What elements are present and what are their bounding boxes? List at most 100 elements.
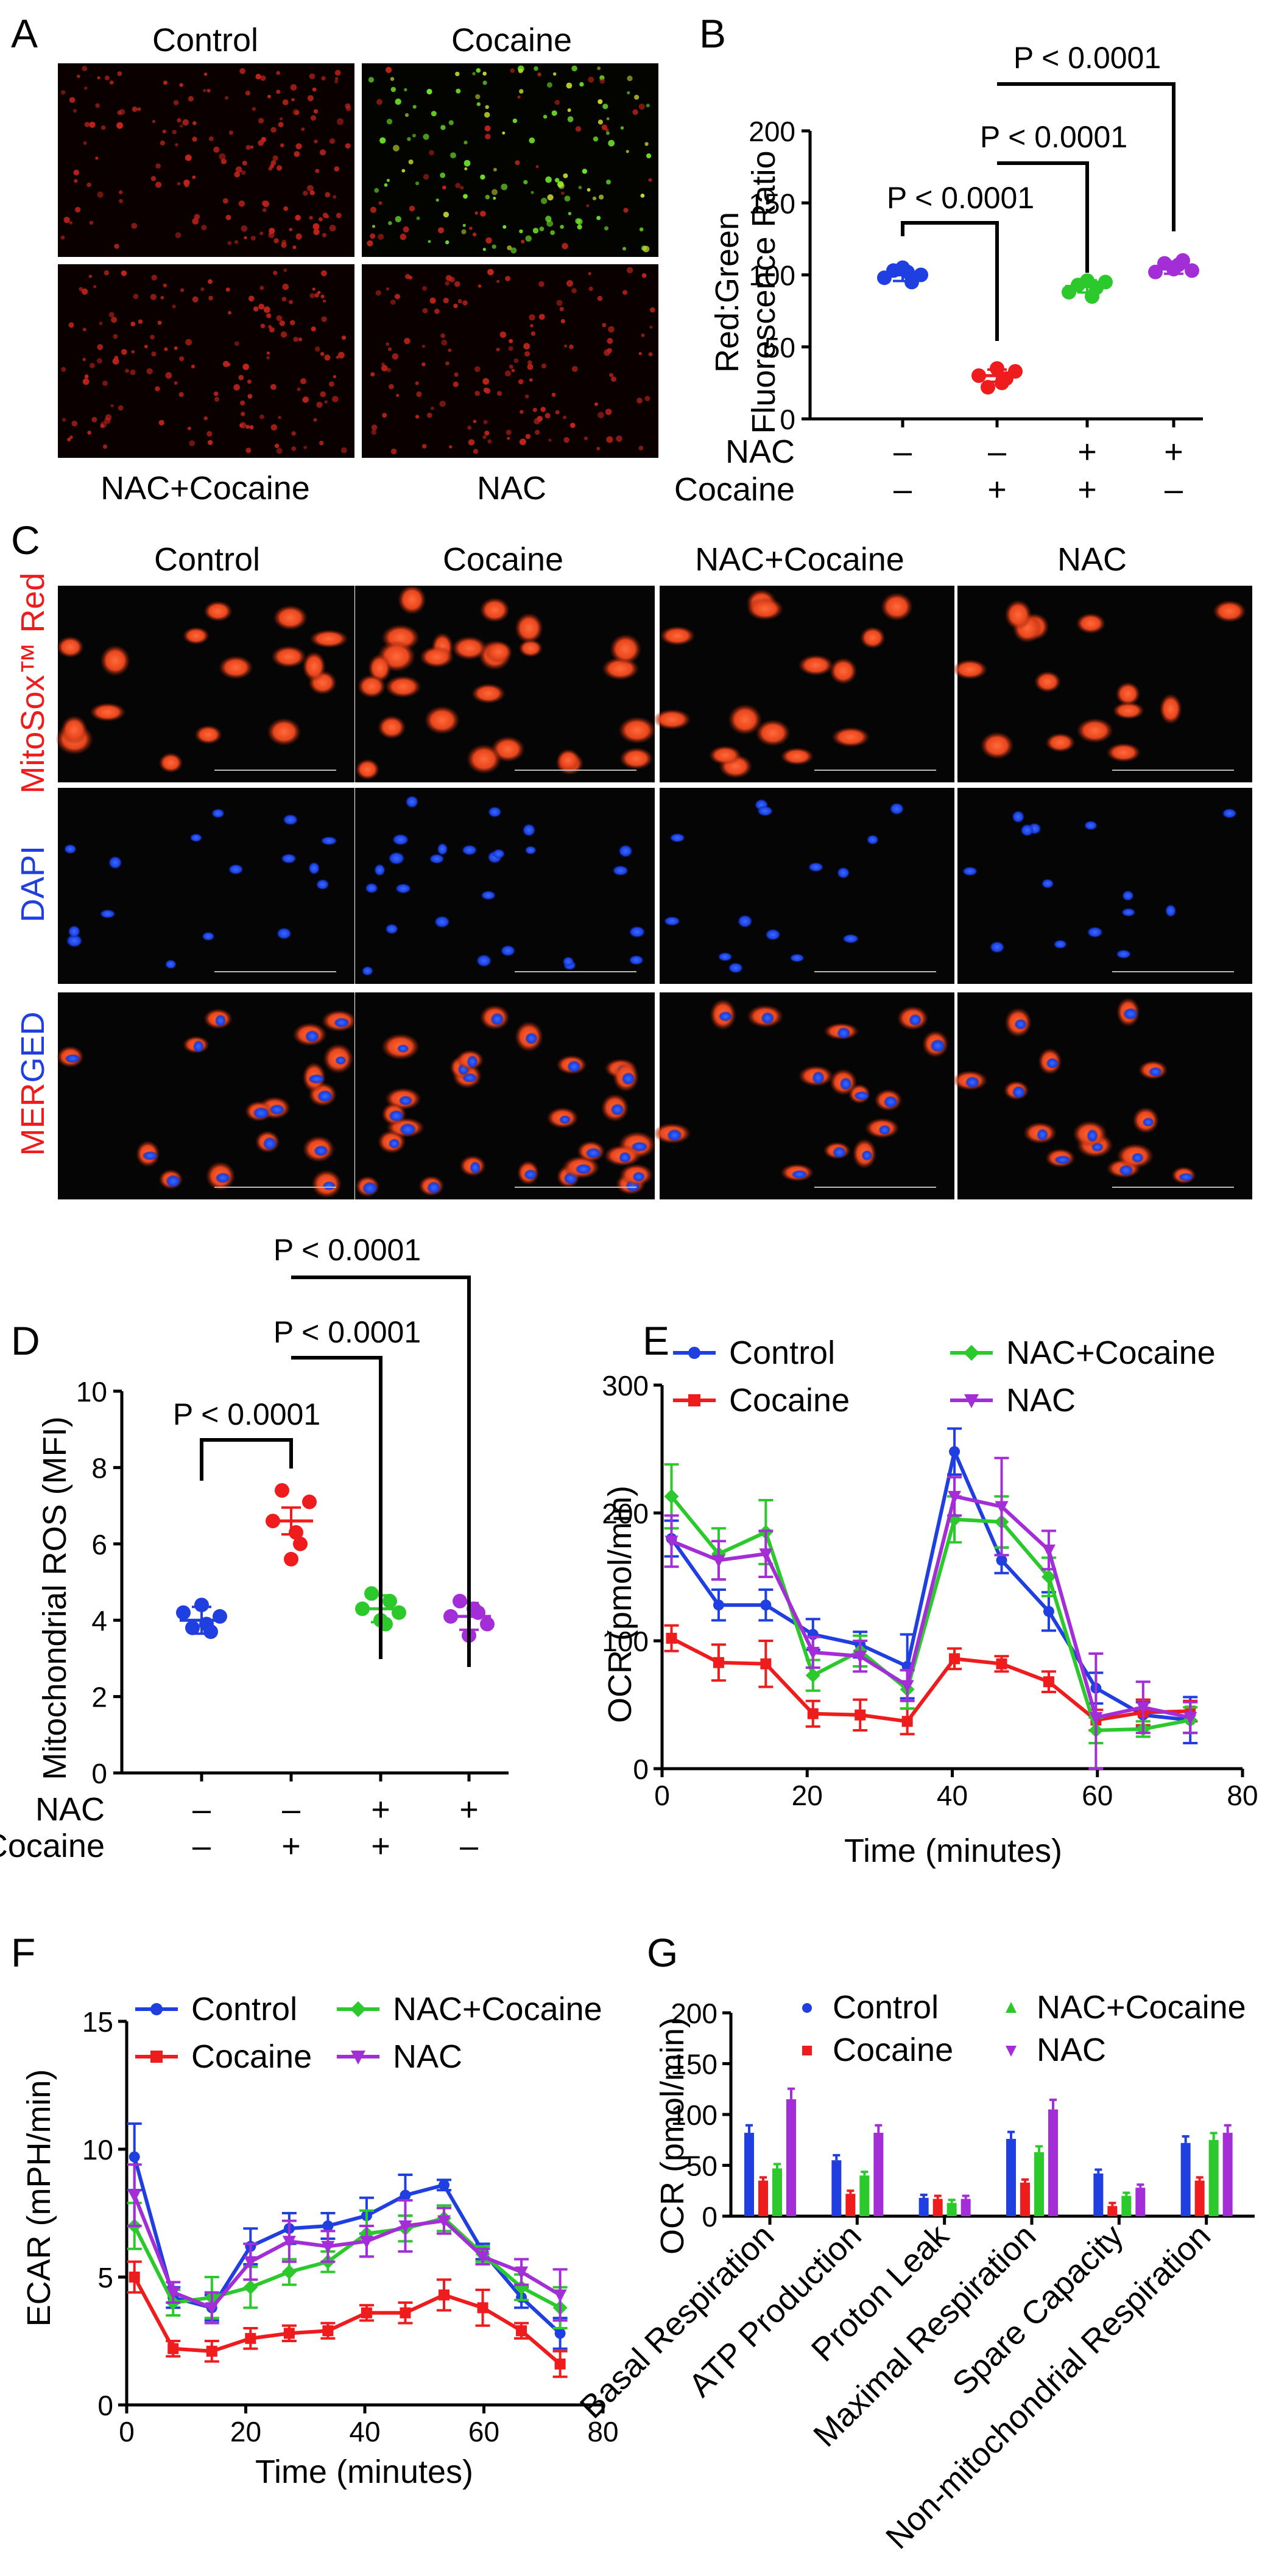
cell-dot [453,303,458,309]
cell-dot [434,309,440,314]
cell-dot [105,75,110,80]
data-point [480,1616,495,1632]
cell-dot [367,240,373,247]
cell-dot [313,418,317,422]
cell-dot [602,104,608,110]
y-tick-label: 100 [602,1626,649,1657]
cell-dot [513,358,519,363]
x-tick-label: 60 [1082,1780,1113,1811]
cell-dot [131,223,138,229]
cell-dot [250,145,254,149]
cell-dot [649,325,653,329]
y-tick-label: 200 [602,1498,649,1529]
cell-dot [564,195,571,202]
marker [1041,1570,1056,1584]
dapi-nucleus [253,1107,270,1120]
bar [946,2203,957,2216]
cell-dot [529,314,535,321]
cell-dot [292,245,297,250]
dapi-nucleus [305,1030,320,1043]
cell-dot [478,284,482,288]
dapi-nucleus [718,1011,733,1022]
cell-dot [117,71,122,76]
cell-dot [502,132,506,135]
marker [322,2220,334,2231]
cell-dot [497,391,502,396]
cell-dot [412,133,417,138]
micrograph-a-cells [60,65,655,455]
mitosox-cell [377,715,406,739]
mitosox-cell [203,600,233,622]
panel-c-col-nac: NAC [1057,541,1127,578]
nac-sign: + [459,1791,479,1828]
cell-dot [596,446,601,451]
cell-dot [302,396,309,403]
cell-dot [507,245,512,251]
cell-dot [455,71,460,77]
marker [853,1651,867,1664]
cell-dot [90,363,95,368]
cell-dot [179,356,185,362]
dapi-nucleus [1053,939,1068,949]
cell-dot [208,295,213,301]
cell-dot [532,407,537,412]
cell-dot [188,96,194,102]
cell-dot [607,338,613,344]
panel-e-ylabel: OCR (pmol/min) [602,1486,638,1723]
panel-a-label-control: Control [152,22,258,58]
cell-dot [185,339,192,346]
cell-dot [313,228,320,236]
cell-dot [492,244,496,249]
cell-dot [87,430,91,435]
cell-dot [239,68,245,74]
marker [283,2328,295,2339]
mitosox-cell [1004,600,1032,630]
cell-dot [208,136,214,141]
cell-dot [100,424,105,428]
row-label-nac: NAC [35,1791,105,1828]
dapi-nucleus [374,863,386,877]
y-tick-label: 150 [749,188,795,219]
cell-dot [456,88,461,94]
mitosox-cell [309,630,348,648]
cell-dot [371,424,378,430]
marker [996,1554,1007,1566]
cell-dot [601,124,608,130]
mitosox-cell [618,716,656,744]
series-line [133,2276,562,2366]
cell-dot [244,236,247,240]
mitosox-cell [859,626,886,649]
mitosox-cell [518,639,543,658]
cell-dot [182,119,189,126]
cell-dot [408,160,414,164]
bar [1006,2139,1016,2216]
dapi-nucleus [362,1181,378,1195]
mitosox-cell [355,759,380,781]
panel-letter-g: G [647,1930,678,1975]
mitosox-cell [829,658,858,685]
cell-dot [180,288,185,292]
dapi-nucleus [281,853,297,864]
marker [244,2256,258,2269]
cocaine-sign: – [192,1828,211,1864]
dapi-nucleus [214,1014,227,1027]
cell-dot [185,154,192,161]
cell-dot [401,169,406,173]
cell-dot [431,111,437,117]
cell-dot [563,173,568,178]
dapi-nucleus [909,1014,922,1027]
cell-dot [112,358,119,365]
cell-dot [485,237,492,244]
cell-dot [102,444,108,449]
cell-dot [89,121,96,128]
cell-dot [312,223,320,230]
cell-dot [192,136,197,142]
cell-dot [428,240,431,244]
cell-dot [301,127,305,132]
cell-dot [345,143,351,149]
legend-label: NAC+Cocaine [1037,1989,1246,2026]
cell-dot [316,401,323,409]
dapi-nucleus [490,1013,504,1026]
